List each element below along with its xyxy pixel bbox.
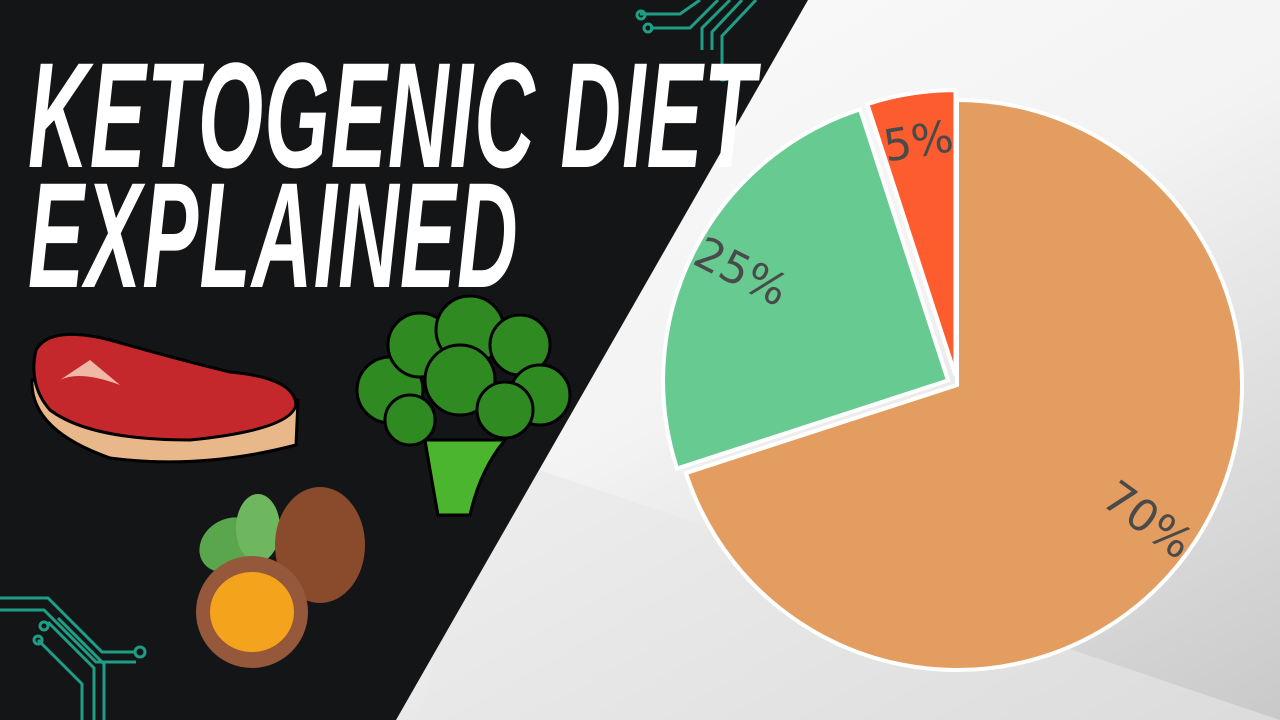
pie-slice-70	[683, 97, 1244, 672]
pie-label-5: 5%	[880, 111, 957, 172]
circuit-top-icon	[635, 0, 758, 82]
title-line-2: EXPLAINED	[28, 151, 519, 319]
pie-slice-5	[864, 88, 958, 376]
title-line-1: KETOGENIC DIET	[28, 31, 757, 199]
circuit-bottom-icon	[0, 596, 147, 720]
steak-icon	[30, 332, 300, 464]
broccoli-icon	[355, 294, 572, 517]
nuts-icon	[196, 487, 365, 668]
pie-slice-25	[661, 106, 951, 472]
